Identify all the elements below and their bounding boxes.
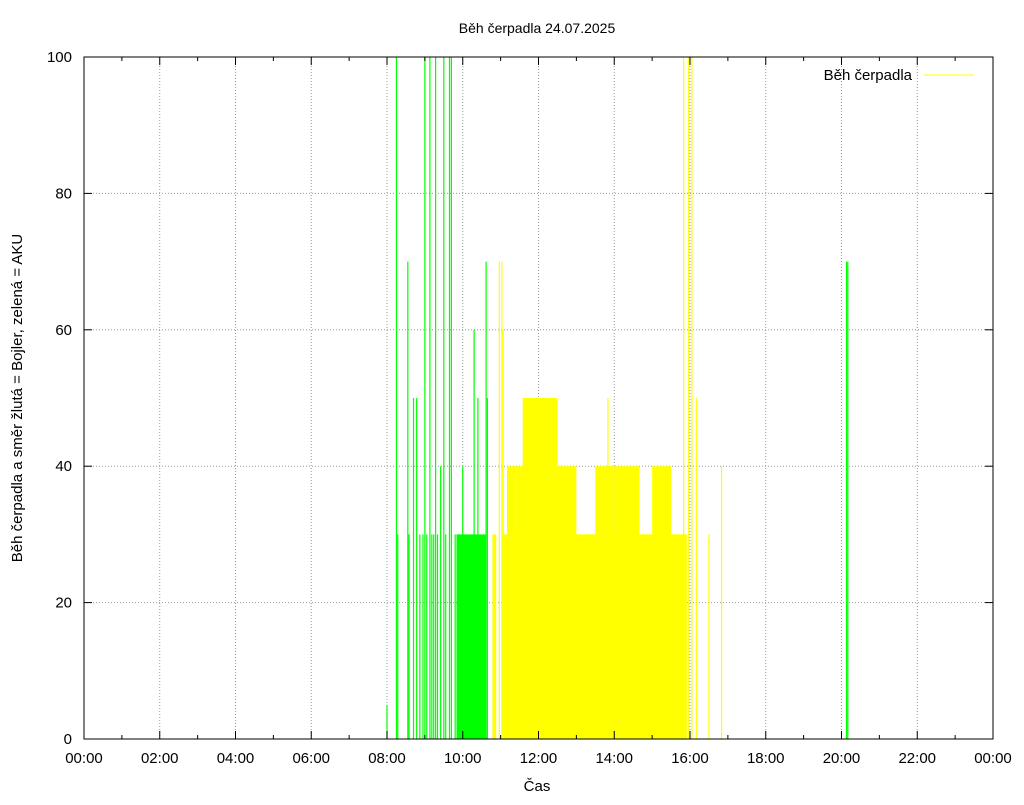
x-tick-label: 20:00 bbox=[823, 750, 861, 767]
legend: Běh čerpadla bbox=[824, 67, 974, 84]
x-tick-label: 02:00 bbox=[141, 750, 179, 767]
x-axis-label: Čas bbox=[524, 778, 551, 795]
x-tick-label: 16:00 bbox=[671, 750, 709, 767]
x-tick-label: 14:00 bbox=[595, 750, 633, 767]
series-1 bbox=[492, 57, 723, 739]
series-block bbox=[492, 534, 497, 739]
chart-title: Běh čerpadla 24.07.2025 bbox=[459, 20, 616, 36]
series-block bbox=[682, 534, 687, 739]
x-tick-label: 10:00 bbox=[444, 750, 482, 767]
x-ticks: 00:00 02:00 04:00 06:00 08:00 10:00 12:00 14:00… bbox=[65, 57, 1012, 767]
y-tick-label: 80 bbox=[55, 185, 72, 202]
x-tick-label: 00:00 bbox=[65, 750, 103, 767]
series-block bbox=[503, 534, 507, 739]
y-ticks: 0 20 40 60 80 100 bbox=[47, 49, 993, 748]
x-tick-label: 00:00 bbox=[974, 750, 1012, 767]
x-tick-label: 12:00 bbox=[520, 750, 558, 767]
x-tick-label: 22:00 bbox=[898, 750, 936, 767]
series-layer bbox=[386, 57, 849, 739]
x-tick-label: 08:00 bbox=[368, 750, 406, 767]
y-axis-label: Běh čerpadla a směr žlutá = Bojler, zele… bbox=[9, 234, 26, 563]
series-0 bbox=[386, 57, 849, 739]
y-tick-label: 20 bbox=[55, 595, 72, 612]
y-tick-label: 0 bbox=[64, 731, 72, 748]
series-block bbox=[505, 534, 683, 739]
y-tick-label: 40 bbox=[55, 458, 72, 475]
y-tick-label: 60 bbox=[55, 322, 72, 339]
x-tick-label: 04:00 bbox=[217, 750, 255, 767]
x-tick-label: 06:00 bbox=[292, 750, 330, 767]
x-tick-label: 18:00 bbox=[747, 750, 785, 767]
y-tick-label: 100 bbox=[47, 49, 72, 66]
legend-label: Běh čerpadla bbox=[824, 67, 913, 84]
series-block bbox=[456, 534, 487, 739]
